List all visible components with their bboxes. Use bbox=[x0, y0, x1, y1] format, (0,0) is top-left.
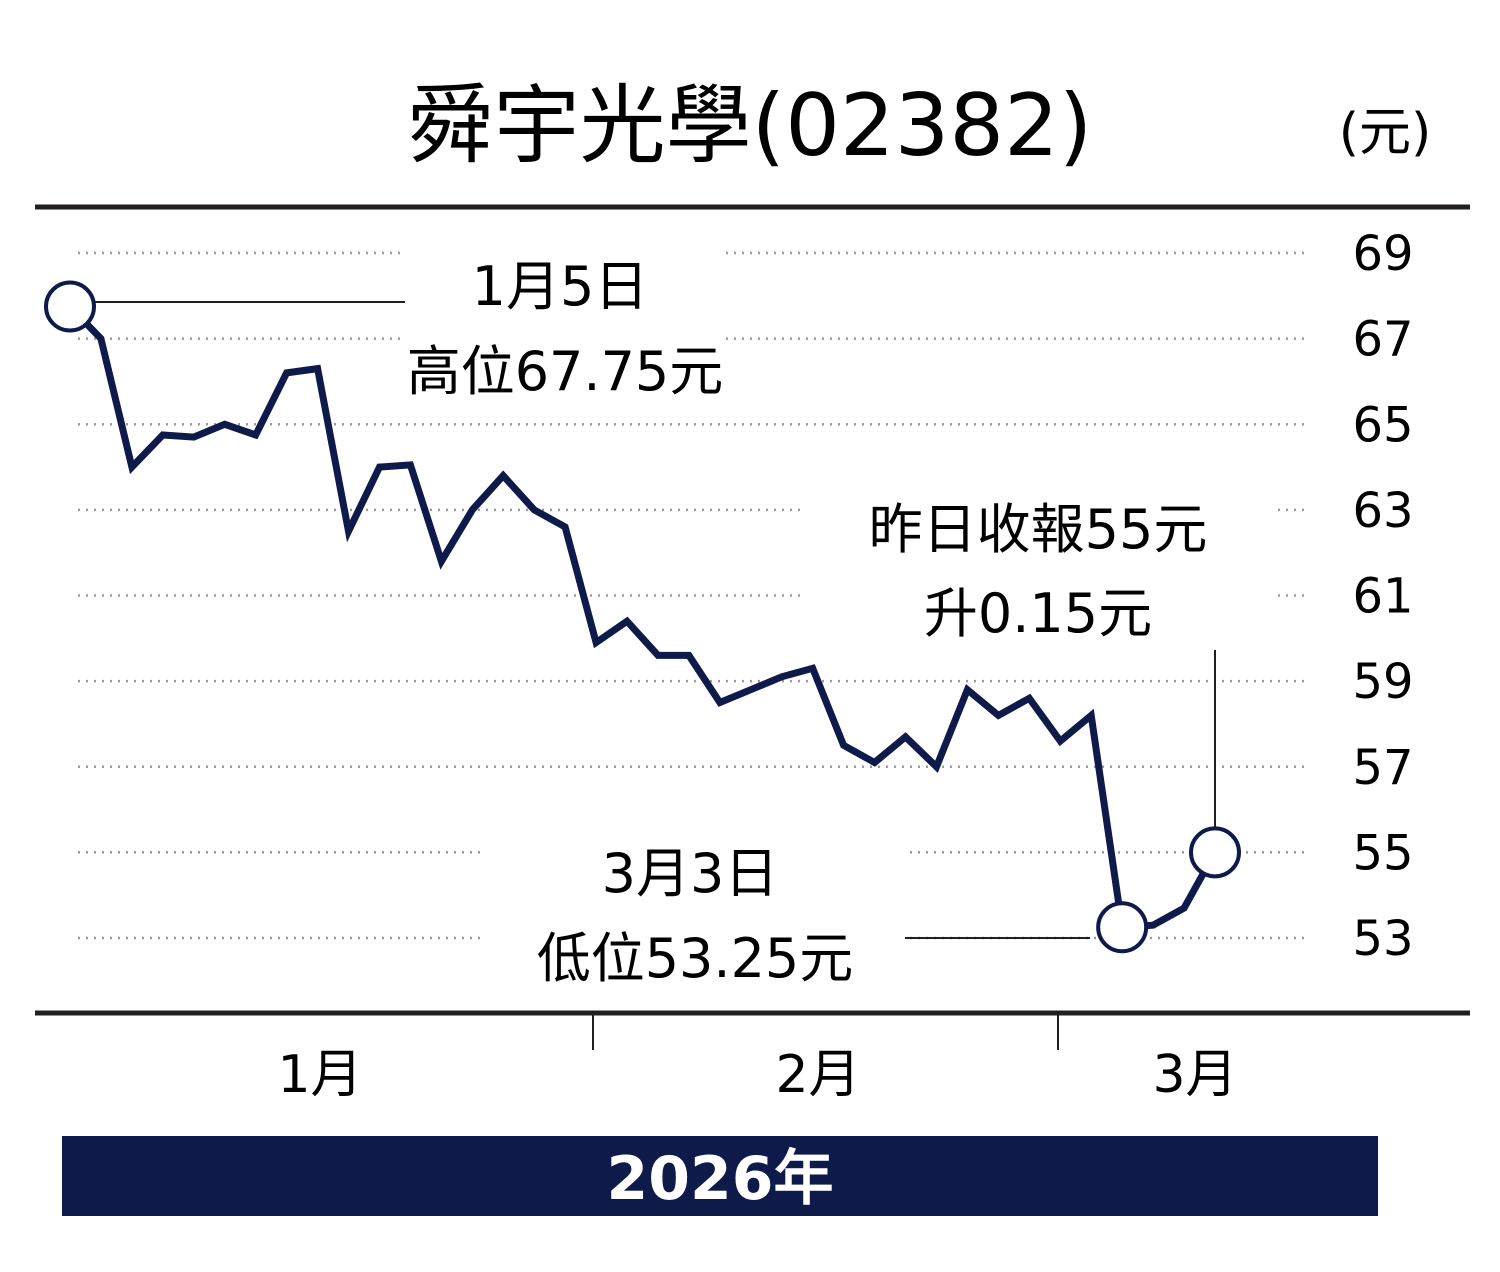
year-banner bbox=[62, 1136, 1378, 1216]
annot-high-line1: 1月5日 bbox=[472, 255, 649, 318]
price-line bbox=[66, 303, 1219, 932]
x-tick-label-jan: 1月 bbox=[277, 1045, 362, 1105]
x-tick-label-mar: 3月 bbox=[1152, 1045, 1237, 1105]
annot-low-line1: 3月3日 bbox=[602, 842, 779, 905]
annot-last-line2: 升0.15元 bbox=[924, 582, 1152, 645]
annot-high-line2: 高位67.75元 bbox=[407, 340, 724, 403]
y-tick-label: 63 bbox=[1352, 483, 1413, 539]
high-point-marker bbox=[44, 280, 96, 333]
annot-high-bg bbox=[405, 240, 720, 400]
low-point-marker bbox=[1096, 901, 1149, 954]
y-tick-label: 59 bbox=[1352, 654, 1413, 710]
y-tick-label: 65 bbox=[1352, 397, 1413, 453]
y-tick-label: 67 bbox=[1352, 312, 1413, 368]
chart-title: 舜宇光學(02382) bbox=[408, 76, 1093, 176]
y-tick-label: 53 bbox=[1352, 911, 1413, 967]
annot-last-line1: 昨日收報55元 bbox=[869, 498, 1208, 561]
y-tick-label: 55 bbox=[1352, 825, 1413, 881]
annot-low-bg bbox=[480, 830, 910, 995]
annot-last-bg bbox=[800, 490, 1278, 645]
y-axis-ticks: 53 55 57 59 61 63 65 67 69 bbox=[1352, 226, 1413, 967]
year-label: 2026年 bbox=[607, 1144, 834, 1214]
x-tick-label-feb: 2月 bbox=[775, 1045, 860, 1105]
unit-label: (元) bbox=[1339, 103, 1432, 163]
y-tick-label: 69 bbox=[1352, 226, 1413, 282]
y-tick-label: 61 bbox=[1352, 569, 1413, 625]
last-point-marker bbox=[1189, 826, 1241, 879]
y-tick-label: 57 bbox=[1352, 740, 1413, 796]
annot-low-line2: 低位53.25元 bbox=[537, 927, 854, 990]
